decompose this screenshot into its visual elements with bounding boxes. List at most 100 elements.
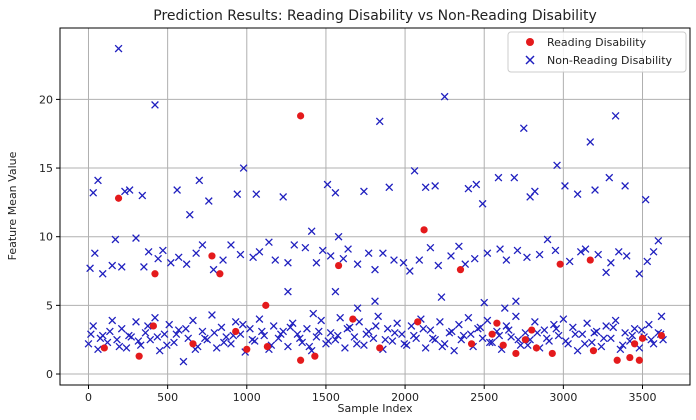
point-non-reading-disability (192, 249, 200, 258)
point-reading-disability (151, 270, 159, 278)
point-non-reading-disability (248, 335, 257, 344)
point-non-reading-disability (495, 331, 504, 340)
point-non-reading-disability (117, 324, 126, 333)
point-non-reading-disability (402, 341, 411, 350)
point-non-reading-disability (434, 261, 443, 270)
point-non-reading-disability (132, 317, 140, 326)
point-non-reading-disability (559, 315, 568, 323)
point-non-reading-disability (336, 313, 345, 322)
point-non-reading-disability (552, 324, 561, 333)
point-non-reading-disability (138, 191, 147, 200)
point-non-reading-disability (331, 287, 340, 296)
point-non-reading-disability (182, 260, 191, 269)
point-non-reading-disability (611, 316, 620, 325)
point-non-reading-disability (279, 193, 288, 201)
point-reading-disability (586, 256, 594, 264)
point-non-reading-disability (428, 334, 437, 343)
point-reading-disability (414, 318, 422, 326)
point-non-reading-disability (114, 44, 123, 53)
point-non-reading-disability (255, 315, 264, 323)
point-non-reading-disability (641, 195, 650, 204)
point-non-reading-disability (166, 258, 175, 267)
y-tick-label: 20 (39, 93, 53, 106)
point-non-reading-disability (635, 269, 644, 278)
legend: Reading Disability Non-Reading Disabilit… (507, 31, 687, 73)
point-non-reading-disability (160, 330, 169, 339)
point-non-reading-disability (219, 256, 227, 264)
point-non-reading-disability (170, 338, 178, 347)
point-non-reading-disability (470, 254, 479, 263)
point-non-reading-disability (621, 328, 629, 337)
point-non-reading-disability (343, 324, 352, 333)
point-non-reading-disability (644, 320, 653, 329)
point-non-reading-disability (260, 331, 269, 340)
point-non-reading-disability (286, 323, 295, 332)
y-tick-label: 10 (39, 231, 53, 244)
point-non-reading-disability (381, 335, 390, 344)
point-non-reading-disability (89, 322, 98, 330)
point-non-reading-disability (111, 235, 120, 244)
point-non-reading-disability (594, 250, 603, 259)
point-non-reading-disability (352, 339, 361, 348)
point-non-reading-disability (217, 323, 226, 332)
point-non-reading-disability (204, 197, 213, 205)
y-tick-label: 5 (46, 299, 53, 312)
point-non-reading-disability (369, 334, 378, 343)
point-non-reading-disability (86, 264, 94, 273)
x-tick-label: 3500 (629, 391, 657, 404)
point-non-reading-disability (284, 287, 292, 296)
point-non-reading-disability (622, 252, 631, 260)
point-non-reading-disability (621, 182, 629, 190)
point-non-reading-disability (274, 334, 283, 343)
point-non-reading-disability (657, 312, 666, 321)
legend-marker-non-reading-disability (525, 55, 535, 65)
legend-label-reading-disability: Reading Disability (547, 36, 647, 49)
point-non-reading-disability (345, 323, 354, 332)
point-non-reading-disability (654, 236, 663, 245)
point-non-reading-disability (96, 334, 105, 343)
point-non-reading-disability (398, 330, 406, 339)
point-non-reading-disability (195, 176, 204, 185)
point-non-reading-disability (84, 339, 93, 348)
point-reading-disability (189, 340, 197, 348)
point-non-reading-disability (108, 261, 117, 270)
point-non-reading-disability (146, 335, 155, 344)
point-reading-disability (311, 352, 319, 360)
point-non-reading-disability (457, 335, 466, 344)
point-non-reading-disability (512, 297, 520, 306)
point-non-reading-disability (476, 323, 485, 332)
point-non-reading-disability (587, 338, 596, 347)
point-non-reading-disability (231, 317, 240, 326)
point-non-reading-disability (203, 335, 212, 344)
point-non-reading-disability (459, 331, 468, 340)
point-non-reading-disability (379, 249, 387, 258)
point-non-reading-disability (554, 331, 563, 340)
point-non-reading-disability (303, 324, 311, 333)
point-reading-disability (499, 341, 507, 349)
point-reading-disability (216, 270, 224, 278)
x-tick-label: 500 (157, 391, 178, 404)
point-non-reading-disability (581, 245, 590, 253)
point-non-reading-disability (222, 333, 231, 341)
point-non-reading-disability (455, 320, 463, 329)
point-non-reading-disability (124, 331, 133, 340)
point-non-reading-disability (578, 330, 587, 339)
y-tick-label: 15 (39, 162, 53, 175)
point-reading-disability (638, 334, 647, 342)
point-non-reading-disability (312, 258, 321, 267)
point-non-reading-disability (606, 258, 615, 267)
point-non-reading-disability (151, 101, 159, 109)
point-non-reading-disability (502, 256, 511, 264)
point-non-reading-disability (132, 234, 140, 242)
point-non-reading-disability (290, 241, 299, 249)
point-reading-disability (548, 349, 556, 358)
point-non-reading-disability (236, 250, 245, 259)
point-non-reading-disability (87, 330, 95, 339)
point-reading-disability (334, 261, 343, 270)
point-non-reading-disability (447, 252, 455, 260)
point-non-reading-disability (317, 316, 326, 325)
point-non-reading-disability (535, 250, 544, 259)
point-non-reading-disability (628, 331, 637, 340)
point-non-reading-disability (360, 187, 368, 196)
